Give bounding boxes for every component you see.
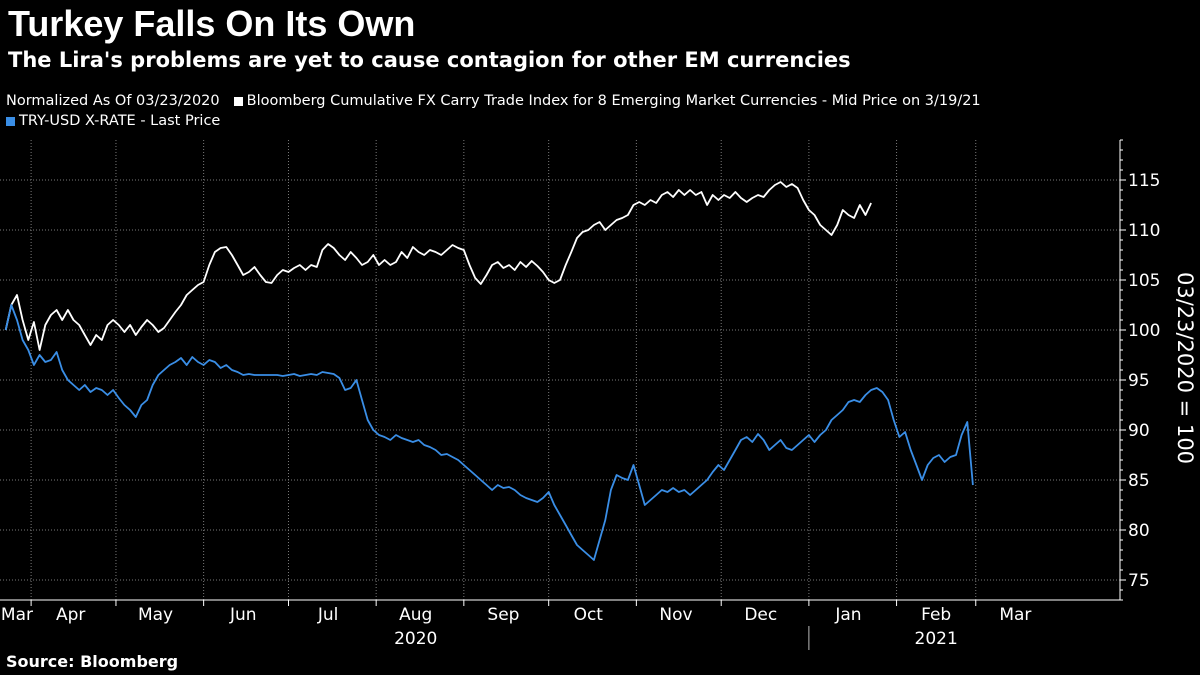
legend-swatch-white-icon [233,96,243,106]
legend-normalized-note: Normalized As Of 03/23/2020 [6,91,220,111]
legend-swatch-blue-icon [6,116,15,126]
x-year-label-2020: 2020 [394,629,437,649]
x-tick-label-mar-12: Mar [999,605,1031,625]
x-tick-label-feb-11: Feb [921,605,951,625]
legend-item-try-usd: TRY-USD X-RATE - Last Price [6,111,220,131]
x-tick-label-jan-10: Jan [834,605,861,625]
x-tick-label-mar-0: Mar [1,605,33,625]
x-tick-label-jun-3: Jun [229,605,257,625]
x-tick-label-dec-9: Dec [744,605,777,625]
legend-row-1: Normalized As Of 03/23/2020 Bloomberg Cu… [6,91,995,111]
x-tick-label-oct-7: Oct [574,605,604,625]
y-axis-title: 03/23/2020 = 100 [1173,272,1197,464]
source-note: Source: Bloomberg [6,652,179,671]
x-tick-label-may-2: May [138,605,173,625]
y-tick-label-80: 80 [1128,521,1150,541]
page-subtitle: The Lira's problems are yet to cause con… [8,48,851,72]
y-tick-label-95: 95 [1128,371,1150,391]
x-tick-label-aug-5: Aug [399,605,432,625]
y-tick-label-105: 105 [1128,271,1160,291]
y-tick-label-85: 85 [1128,471,1150,491]
y-tick-label-115: 115 [1128,171,1160,191]
x-tick-label-apr-1: Apr [56,605,85,625]
normalized-note-label: Normalized As Of 03/23/2020 [6,93,220,109]
page-title: Turkey Falls On Its Own [8,3,416,44]
x-tick-label-sep-6: Sep [487,605,519,625]
y-tick-label-100: 100 [1128,321,1160,341]
legend-label-carry-index: Bloomberg Cumulative FX Carry Trade Inde… [246,93,981,109]
legend-row-2: TRY-USD X-RATE - Last Price [6,111,234,131]
y-tick-label-110: 110 [1128,221,1160,241]
x-year-label-2021: 2021 [915,629,958,649]
y-tick-label-90: 90 [1128,421,1150,441]
legend-item-carry-index: Bloomberg Cumulative FX Carry Trade Inde… [233,91,981,111]
x-tick-label-nov-8: Nov [659,605,692,625]
y-tick-label-75: 75 [1128,571,1150,591]
series-line-carry-index [4,181,872,351]
x-tick-label-jul-4: Jul [317,605,339,625]
series-line-try-usd [4,304,974,561]
legend-label-try-usd: TRY-USD X-RATE - Last Price [19,113,221,129]
